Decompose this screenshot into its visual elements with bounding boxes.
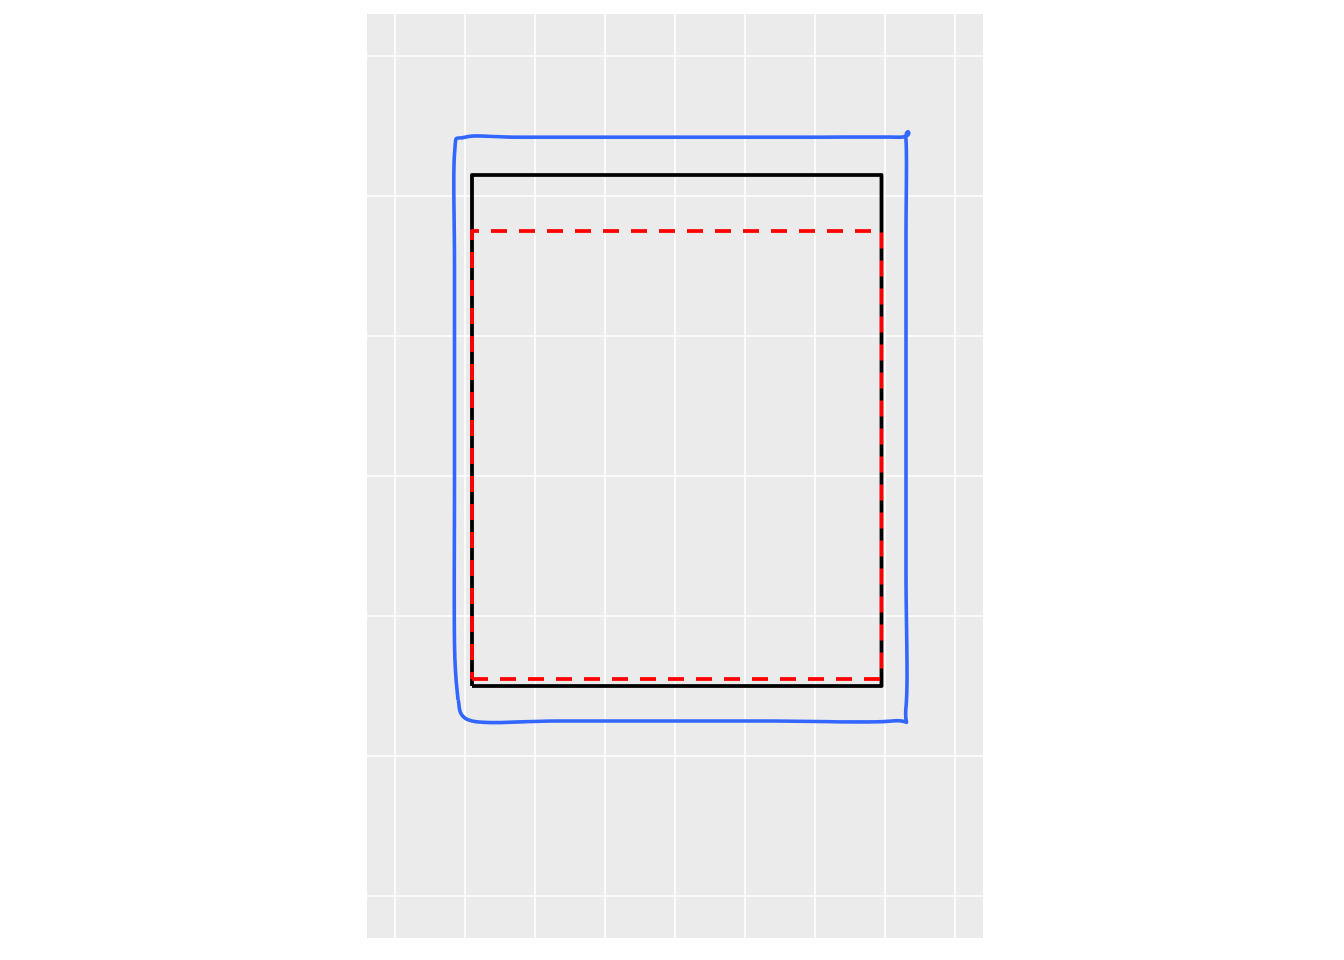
- series-smoothed-outline-0: [451, 130, 911, 725]
- series-layer: [451, 130, 911, 725]
- grid-lines: [367, 14, 983, 938]
